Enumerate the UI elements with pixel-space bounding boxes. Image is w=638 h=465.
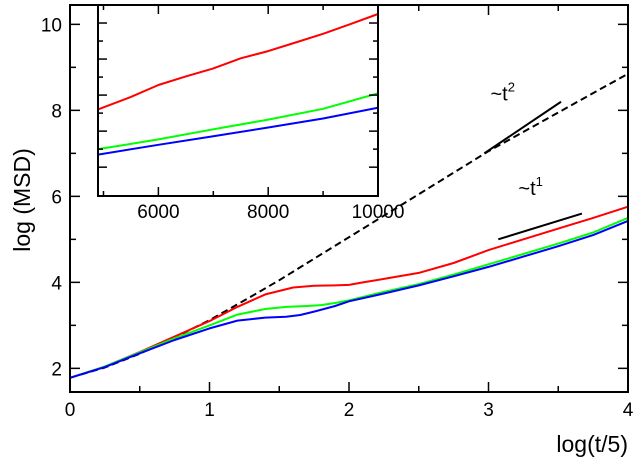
inset-plot: 6000 8000 10000	[97, 4, 405, 223]
series-line-3	[69, 219, 629, 379]
inset-series-line-2	[98, 106, 378, 156]
y-tick-label: 2	[51, 359, 62, 380]
inset-background	[98, 5, 378, 196]
x-tick-label: 3	[483, 400, 494, 421]
y-tick-label: 10	[41, 15, 62, 36]
inset-series-line-1	[98, 92, 378, 151]
y-axis-label: log (MSD)	[9, 148, 35, 252]
reference-line-1	[483, 100, 562, 155]
x-axis-label: log(t/5)	[556, 431, 628, 457]
annotation-superscript: 1	[536, 174, 543, 189]
x-tick-label: 4	[623, 400, 634, 421]
inset-x-tick-label: 8000	[247, 202, 289, 223]
series-line-2	[69, 216, 629, 379]
series-line-1	[69, 205, 629, 379]
x-tick-label: 2	[344, 400, 355, 421]
y-tick-label: 8	[51, 101, 62, 122]
x-tick-label: 1	[204, 400, 215, 421]
annotation-superscript: 2	[508, 79, 515, 94]
annotation-1: ~t2	[491, 79, 515, 105]
inset-series-line-0	[98, 13, 378, 111]
y-tick-label: 4	[51, 273, 62, 294]
inset-x-tick-label: 6000	[137, 202, 179, 223]
reference-line-2	[497, 212, 583, 241]
x-tick-label: 0	[65, 400, 76, 421]
inset-x-tick-label: 10000	[352, 202, 405, 223]
y-tick-label: 6	[51, 187, 62, 208]
inset-frame	[97, 4, 379, 197]
annotation-2: ~t1	[518, 174, 542, 200]
